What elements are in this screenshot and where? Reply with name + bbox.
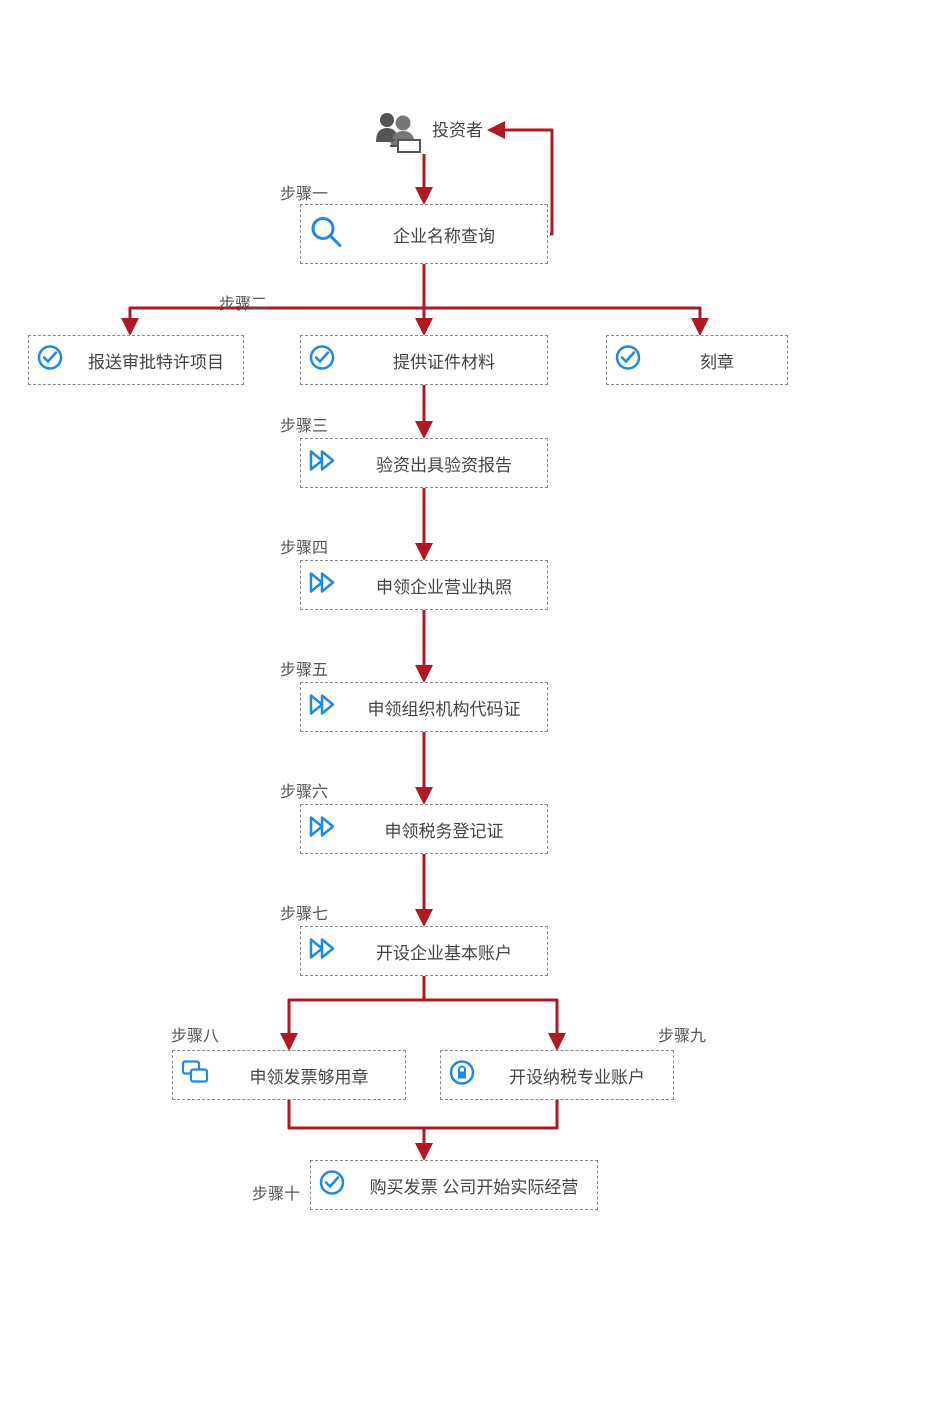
node-text: 开设企业基本账户 — [347, 939, 541, 964]
chat-icon — [181, 1060, 209, 1091]
node-text: 报送审批特许项目 — [75, 348, 237, 373]
node-text: 验资出具验资报告 — [347, 451, 541, 476]
search-icon — [309, 215, 343, 254]
step-label-6: 步骤六 — [280, 778, 328, 802]
fast-forward-icon — [309, 571, 337, 600]
node-carve-seal: 刻章 — [606, 335, 788, 385]
node-buy-invoice-start-ops: 购买发票 公司开始实际经营 — [310, 1160, 598, 1210]
fast-forward-icon — [309, 449, 337, 478]
check-circle-icon — [615, 345, 641, 376]
investor-label: 投资者 — [432, 116, 483, 141]
node-text: 企业名称查询 — [347, 222, 541, 247]
node-text: 提供证件材料 — [347, 348, 541, 373]
node-text: 申领发票够用章 — [219, 1063, 399, 1088]
fast-forward-icon — [309, 693, 337, 722]
step-label-3: 步骤三 — [280, 412, 328, 436]
node-open-tax-account: 开设纳税专业账户 — [440, 1050, 674, 1100]
step-label-2: 步骤二 — [219, 290, 267, 314]
check-circle-icon — [319, 1170, 345, 1201]
node-approval-special-permit: 报送审批特许项目 — [28, 335, 244, 385]
step-label-1: 步骤一 — [280, 180, 328, 204]
step-label-9: 步骤九 — [658, 1022, 706, 1046]
node-text: 购买发票 公司开始实际经营 — [357, 1173, 591, 1198]
node-company-name-search: 企业名称查询 — [300, 204, 548, 264]
fast-forward-icon — [309, 815, 337, 844]
flowchart-canvas: 投资者 步骤一 步骤二 步骤三 步骤四 步骤五 步骤六 步骤七 步骤八 步骤九 … — [0, 0, 945, 1407]
node-business-license: 申领企业营业执照 — [300, 560, 548, 610]
node-tax-registration: 申领税务登记证 — [300, 804, 548, 854]
node-text: 刻章 — [653, 348, 781, 373]
node-apply-invoice-chop: 申领发票够用章 — [172, 1050, 406, 1100]
step-label-10: 步骤十 — [252, 1180, 300, 1204]
node-text: 申领税务登记证 — [347, 817, 541, 842]
lock-circle-icon — [449, 1060, 475, 1091]
node-text: 开设纳税专业账户 — [487, 1063, 667, 1088]
investor-icon — [370, 110, 426, 159]
step-label-4: 步骤四 — [280, 534, 328, 558]
step-label-8: 步骤八 — [171, 1022, 219, 1046]
check-circle-icon — [309, 345, 335, 376]
node-text: 申领组织机构代码证 — [347, 695, 541, 720]
step-label-7: 步骤七 — [280, 900, 328, 924]
step-label-5: 步骤五 — [280, 656, 328, 680]
fast-forward-icon — [309, 937, 337, 966]
node-text: 申领企业营业执照 — [347, 573, 541, 598]
check-circle-icon — [37, 345, 63, 376]
node-capital-verification: 验资出具验资报告 — [300, 438, 548, 488]
node-org-code-cert: 申领组织机构代码证 — [300, 682, 548, 732]
node-provide-documents: 提供证件材料 — [300, 335, 548, 385]
node-open-basic-account: 开设企业基本账户 — [300, 926, 548, 976]
